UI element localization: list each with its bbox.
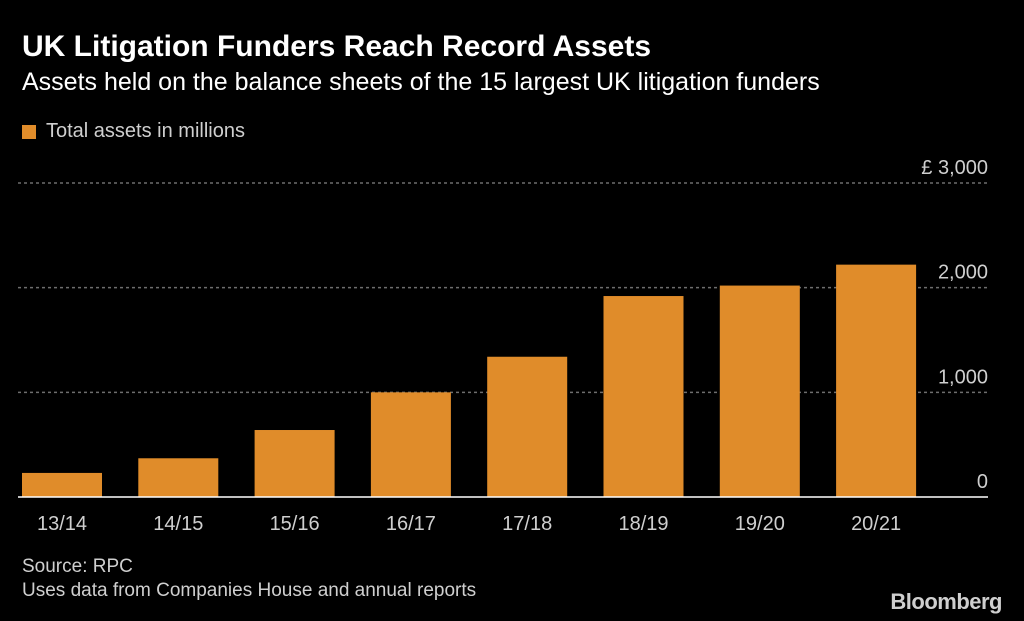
bar [370, 392, 451, 497]
bar [603, 296, 684, 497]
bar [719, 285, 800, 497]
x-tick-label: 18/19 [618, 513, 668, 535]
x-tick-label: 19/20 [735, 513, 785, 535]
legend-label: Total assets in millions [46, 120, 245, 142]
footer: Source: RPC Uses data from Companies Hou… [22, 555, 476, 603]
y-tick-label: £ 3,000 [921, 157, 988, 179]
bloomberg-logo: Bloomberg [890, 589, 1002, 614]
chart-title: UK Litigation Funders Reach Record Asset… [22, 30, 652, 63]
bar [138, 458, 219, 497]
source-note: Source: RPC [22, 556, 133, 577]
y-tick-label: 0 [977, 471, 988, 493]
x-tick-label: 13/14 [37, 513, 87, 535]
legend-swatch [22, 124, 36, 139]
bar [487, 356, 568, 497]
x-tick-label: 16/17 [386, 513, 436, 535]
bar [254, 430, 335, 497]
x-tick-label: 20/21 [851, 513, 901, 535]
bar [836, 264, 917, 497]
x-tick-label: 15/16 [270, 513, 320, 535]
y-tick-label: 2,000 [938, 262, 988, 284]
bar [22, 472, 102, 497]
y-tick-label: 1,000 [938, 366, 988, 388]
x-tick-label: 14/15 [153, 513, 203, 535]
chart-subtitle: Assets held on the balance sheets of the… [22, 68, 820, 96]
data-note: Uses data from Companies House and annua… [22, 580, 477, 601]
x-tick-label: 17/18 [502, 513, 552, 535]
legend: Total assets in millions [22, 120, 245, 143]
